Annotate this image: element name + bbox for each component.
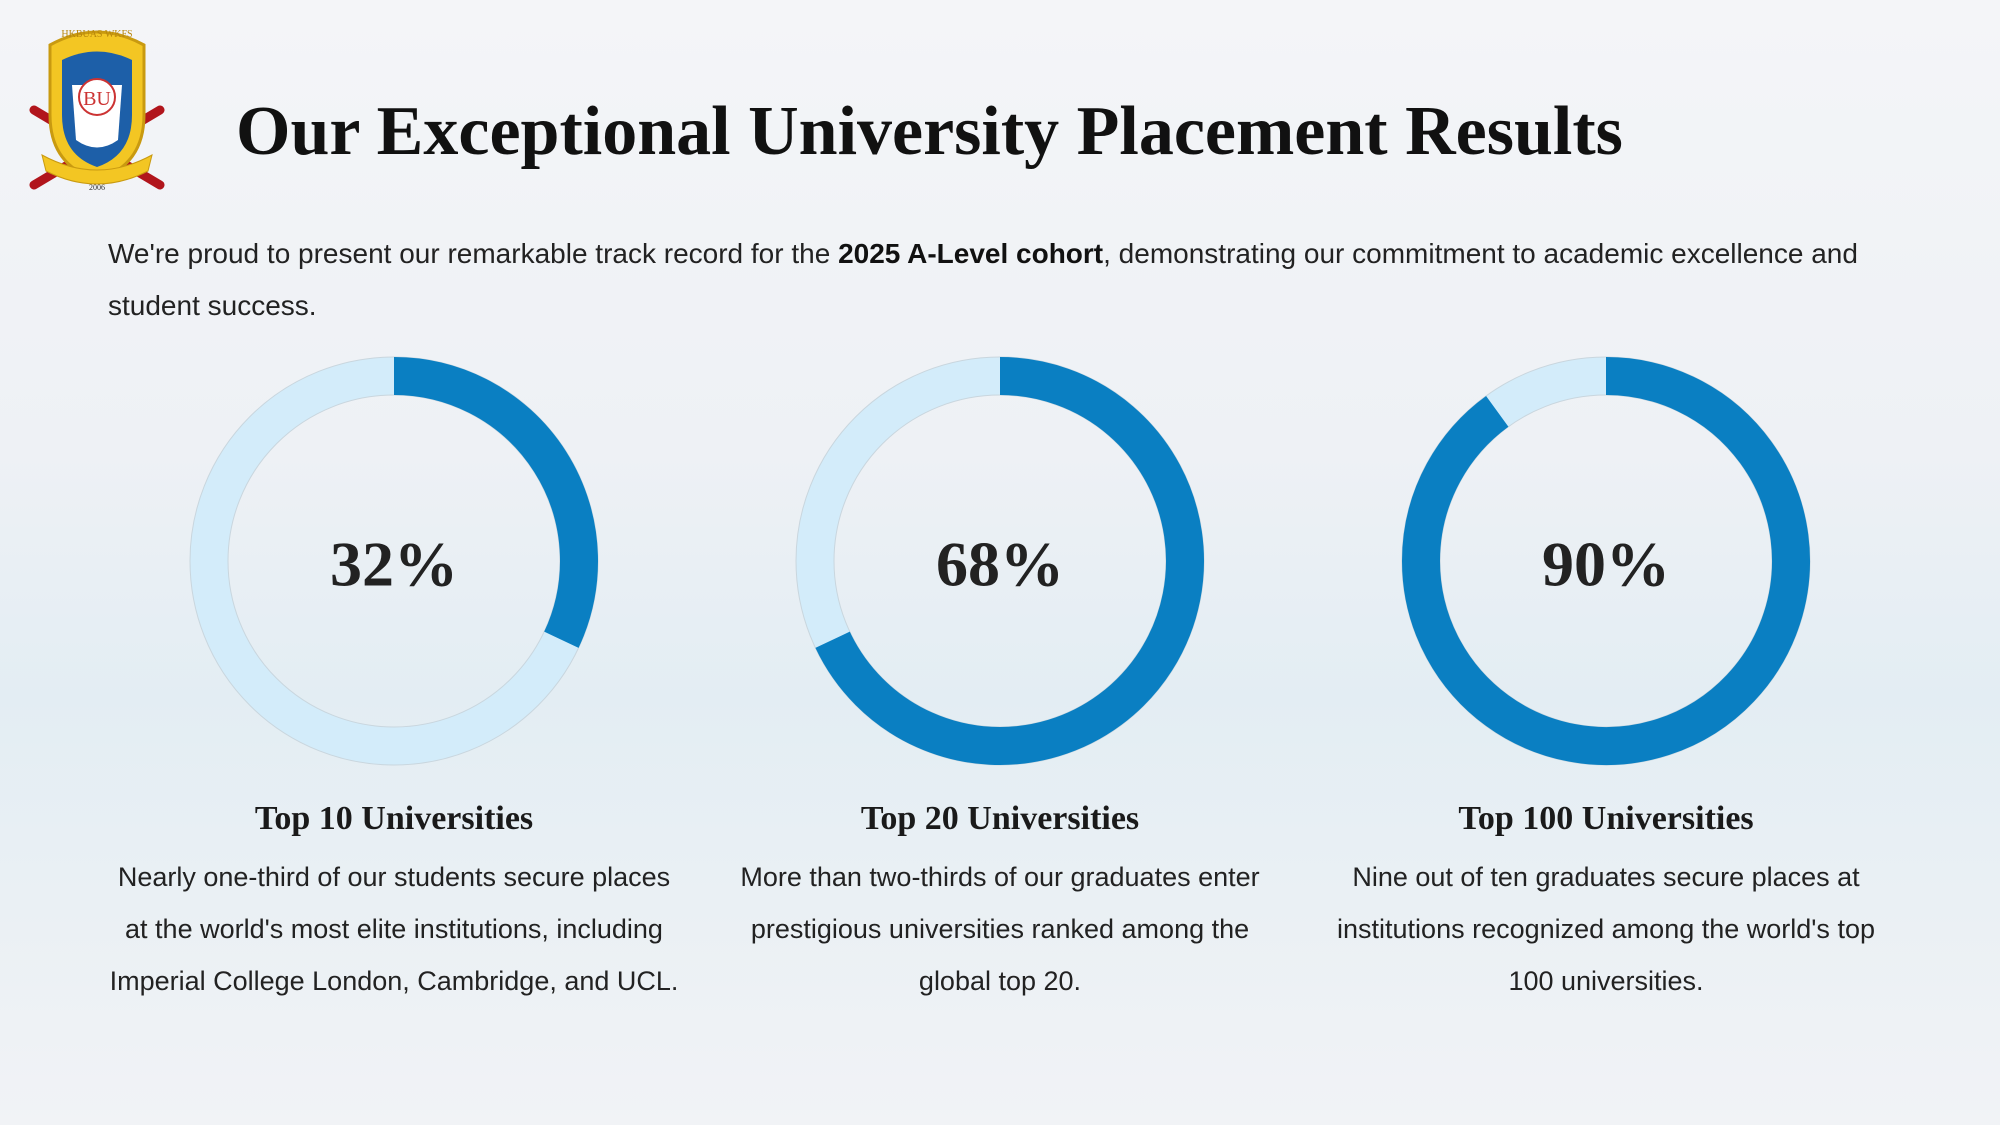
intro-text-start: We're proud to present our remarkable tr… — [108, 238, 839, 269]
intro-text: We're proud to present our remarkable tr… — [108, 228, 1888, 332]
intro-text-end: , demonstrating our commitment to academ… — [108, 238, 1858, 321]
logo-year: 2006 — [89, 183, 105, 192]
logo-motto: HKBUAS WKFS — [61, 29, 132, 40]
chart-description: More than two-thirds of our graduates en… — [740, 862, 1260, 996]
chart-description: Nine out of ten graduates secure places … — [1337, 862, 1875, 996]
chart-title: Top 100 Universities — [1458, 800, 1754, 837]
page-title: Our Exceptional University Placement Res… — [236, 93, 1623, 170]
percentage-label: 68% — [936, 529, 1064, 600]
intro-highlight: 2025 A-Level cohort — [838, 238, 1104, 269]
donut-arc — [1402, 357, 1810, 765]
logo-initials: BU — [83, 88, 111, 110]
school-logo: BU HKBUAS WKFS 2006 — [29, 29, 165, 192]
percentage-label: 90% — [1542, 529, 1670, 600]
chart-title: Top 10 Universities — [254, 800, 534, 837]
chart-title: Top 20 Universities — [860, 800, 1140, 837]
chart-description: Nearly one-third of our students secure … — [109, 862, 679, 996]
donut-arc — [393, 357, 598, 648]
donut-arc — [815, 357, 1204, 765]
percentage-label: 32% — [330, 529, 458, 600]
